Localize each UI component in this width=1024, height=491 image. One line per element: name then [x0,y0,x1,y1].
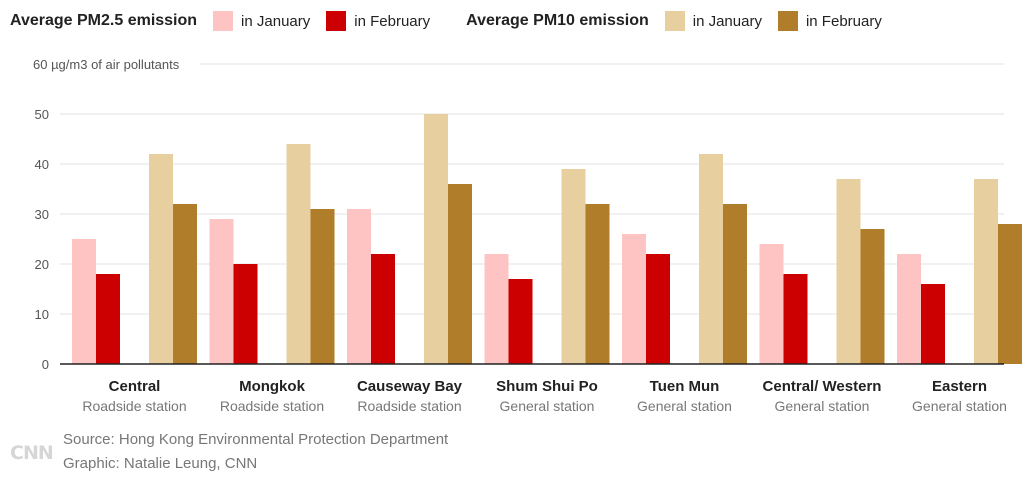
bar-pm10-feb-0 [173,204,197,364]
legend-swatch-pm10-jan [664,11,685,31]
source-note: Source: Hong Kong Environmental Protecti… [63,431,449,448]
legend-item-pm10-feb: in February [777,11,882,31]
legend-label-pm10-jan: in January [692,12,762,30]
x-category-label-2: Causeway Bay [357,378,463,395]
legend-label-pm10-feb: in February [805,12,882,30]
bar-pm25-jan-4 [622,234,646,364]
bar-pm25-feb-0 [96,274,120,364]
bar-pm10-jan-6 [974,179,998,364]
x-category-label-1: Mongkok [239,378,305,395]
legend-swatch-pm10-feb [777,11,798,31]
y-tick-label-20: 20 [35,257,49,272]
bar-pm10-feb-4 [723,204,747,364]
bar-pm10-jan-2 [424,114,448,364]
bar-pm25-jan-5 [759,244,784,364]
bar-pm25-jan-6 [897,254,921,364]
bar-pm10-feb-3 [585,204,610,364]
bar-pm10-feb-5 [860,229,885,364]
bar-pm25-jan-2 [347,209,371,364]
bar-pm25-feb-5 [783,274,808,364]
bar-pm10-jan-5 [836,179,861,364]
x-subcategory-label-2: Roadside station [357,398,461,414]
x-subcategory-label-4: General station [637,398,732,414]
legend-label-pm25-jan: in January [241,12,311,30]
bar-pm10-feb-1 [310,209,335,364]
bar-pm25-jan-1 [209,219,234,364]
x-category-label-6: Eastern [932,378,987,395]
legend-swatch-pm25-jan [213,11,234,31]
bar-pm10-jan-1 [286,144,311,364]
legend-item-pm10-jan: in January [664,11,762,31]
bar-chart: 60 µg/m3 of air pollutants 0 10 20 30 40 50 Cen… [33,57,1022,414]
legend-pm25-title: Average PM2.5 emission [10,12,198,29]
chart-legend: Average PM2.5 emission in January in Feb… [10,8,1024,34]
y-tick-label-10: 10 [35,307,49,322]
y-tick-label-30: 30 [35,207,49,222]
legend-item-pm25-feb: in February [326,11,430,31]
bar-pm25-jan-0 [72,239,96,364]
bar-pm10-jan-4 [699,154,723,364]
bar-pm25-feb-1 [233,264,258,364]
bar-pm10-jan-3 [561,169,586,364]
y-tick-label-40: 40 [35,157,49,172]
cnn-logo: CNN [10,442,54,464]
legend-item-pm25-jan: in January [213,11,310,31]
x-subcategory-label-5: General station [775,398,870,414]
bar-pm25-feb-3 [508,279,533,364]
bar-pm10-feb-2 [448,184,472,364]
y-axis-label: 60 µg/m3 of air pollutants [33,57,180,72]
bar-pm25-feb-2 [371,254,395,364]
bar-pm25-feb-4 [646,254,670,364]
bar-pm10-jan-0 [149,154,173,364]
x-subcategory-label-6: General station [912,398,1007,414]
x-category-label-4: Tuen Mun [650,378,720,395]
x-category-label-0: Central [109,378,161,395]
legend-pm10-title: Average PM10 emission [466,12,649,29]
x-subcategory-label-1: Roadside station [220,398,324,414]
bar-pm10-feb-6 [998,224,1022,364]
bar-pm25-jan-3 [484,254,509,364]
bar-pm25-feb-6 [921,284,945,364]
x-category-label-5: Central/ Western [763,378,882,395]
legend-swatch-pm25-feb [326,11,347,31]
graphic-credit: Graphic: Natalie Leung, CNN [63,455,258,472]
y-tick-label-50: 50 [35,107,49,122]
y-tick-label-0: 0 [42,357,49,372]
x-subcategory-label-0: Roadside station [82,398,186,414]
x-subcategory-label-3: General station [500,398,595,414]
x-category-label-3: Shum Shui Po [496,378,598,395]
legend-label-pm25-feb: in February [354,12,431,30]
